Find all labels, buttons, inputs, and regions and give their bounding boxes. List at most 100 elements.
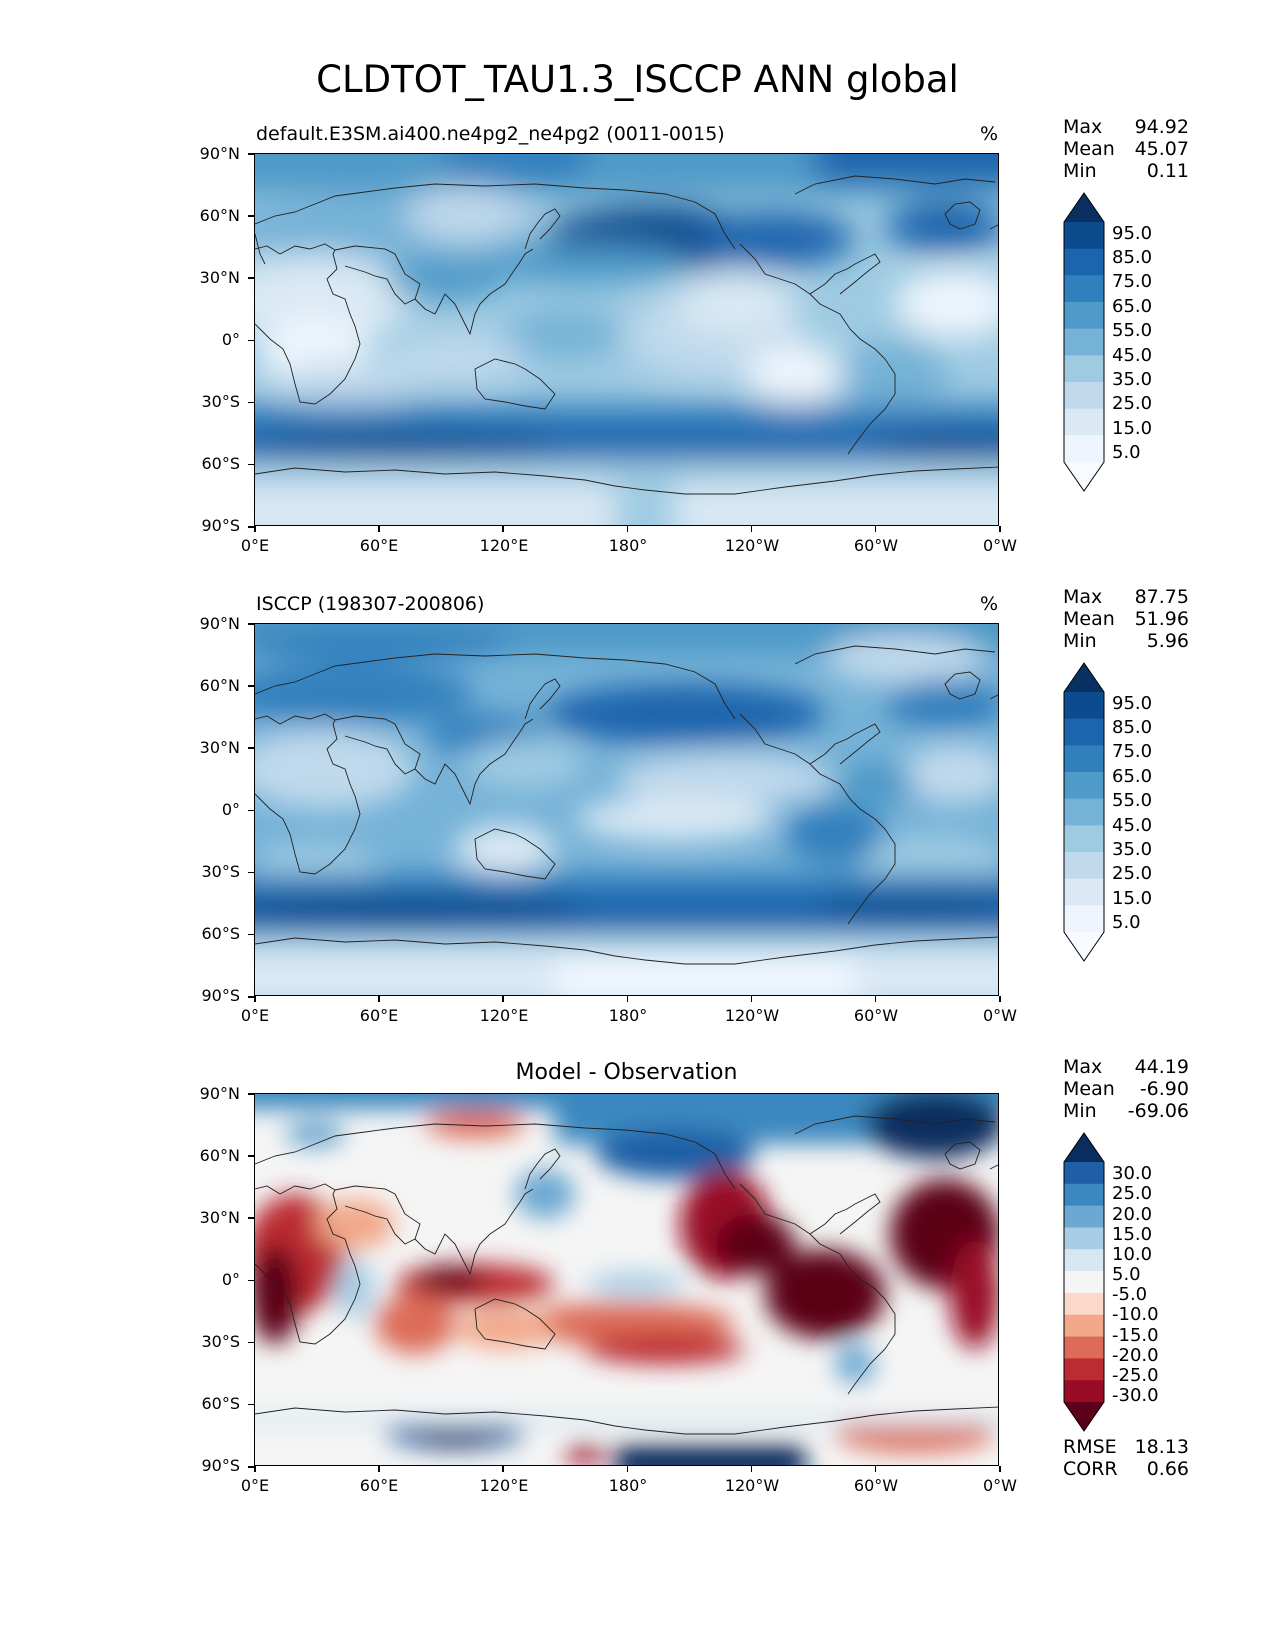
lon-tick (378, 526, 380, 532)
lon-label: 120°E (479, 536, 529, 555)
map-svg (255, 1094, 998, 1465)
colorbar-segment (1064, 275, 1104, 303)
lat-tick (248, 1341, 254, 1344)
stat-name: CORR (1063, 1458, 1118, 1480)
lat-label: 60°N (199, 206, 240, 225)
stat-value: 94.92 (1134, 116, 1189, 138)
colorbar-segment (1064, 408, 1104, 436)
lat-label: 30°N (199, 1208, 240, 1227)
lat-label: 90°N (199, 614, 240, 633)
lon-label: 0°E (240, 536, 270, 555)
colorbar-segment (1064, 302, 1104, 330)
lat-tick (248, 1466, 254, 1468)
colorbar-extend-min (1064, 462, 1104, 491)
lat-label: 90°S (201, 986, 240, 1005)
lon-label: 0°W (983, 1006, 1017, 1025)
stat-name: Mean (1063, 1078, 1115, 1100)
colorbar-segment (1064, 355, 1104, 383)
stat-name: Min (1063, 630, 1097, 652)
lon-tick (999, 526, 1001, 532)
panel-title: ISCCP (198307-200806) (256, 593, 485, 615)
lat-label: 0° (221, 800, 240, 819)
lon-tick (750, 996, 753, 1002)
lat-tick (248, 339, 254, 341)
lon-label: 120°W (724, 536, 780, 555)
panel-observation: ISCCP (198307-200806) % (0, 470, 1275, 1025)
stat-name: Mean (1063, 608, 1115, 630)
colorbar-label: -30.0 (1112, 1385, 1159, 1406)
lon-label: 120°E (479, 1006, 529, 1025)
lon-label: 0°W (983, 1476, 1017, 1495)
colorbar-label: -10.0 (1112, 1304, 1159, 1325)
lat-label: 60°S (201, 924, 240, 943)
lat-tick (248, 463, 254, 466)
panel-model: default.E3SM.ai400.ne4pg2_ne4pg2 (0011-0… (0, 0, 1275, 555)
colorbar-extend-max (1064, 1133, 1104, 1162)
lon-label: 60°E (359, 1476, 399, 1495)
lon-tick (999, 996, 1001, 1002)
colorbar-segment (1064, 852, 1104, 880)
lat-label: 90°N (199, 1084, 240, 1103)
lon-tick (378, 996, 380, 1002)
colorbar-segment (1064, 1292, 1104, 1316)
colorbar-label: 25.0 (1112, 393, 1153, 414)
colorbar-segment (1064, 1358, 1104, 1381)
lon-tick (254, 1466, 256, 1472)
lat-tick (248, 1155, 254, 1157)
map-observation (254, 623, 999, 996)
lon-label: 60°W (853, 1476, 899, 1495)
lon-tick (750, 1466, 753, 1472)
colorbar-label: 55.0 (1112, 790, 1153, 811)
colorbar-label: 95.0 (1112, 693, 1153, 714)
lat-label: 30°S (201, 392, 240, 411)
lon-label: 60°E (359, 536, 399, 555)
lon-tick (999, 1466, 1001, 1472)
lon-tick (750, 526, 753, 532)
stat-value: 18.13 (1134, 1436, 1189, 1458)
panel-title: Model - Observation (515, 1060, 738, 1085)
colorbar (1063, 662, 1105, 962)
colorbar-label: 45.0 (1112, 345, 1153, 366)
colorbar-label: 65.0 (1112, 296, 1153, 317)
lon-label: 120°W (724, 1476, 780, 1495)
lat-tick (248, 215, 254, 217)
stat-value: 87.75 (1134, 586, 1189, 608)
colorbar-outline (1063, 192, 1105, 492)
coastlines (255, 645, 998, 965)
lon-tick (378, 1466, 380, 1472)
stat-value: 44.19 (1134, 1056, 1189, 1078)
lat-label: 60°S (201, 454, 240, 473)
colorbar-segment (1064, 1162, 1104, 1185)
lon-label: 60°W (853, 1006, 899, 1025)
lon-tick (626, 996, 628, 1002)
lat-label: 30°S (201, 862, 240, 881)
lon-label: 180° (608, 1006, 648, 1025)
lat-tick (248, 401, 254, 404)
lat-tick (248, 1093, 254, 1095)
colorbar-segment (1064, 248, 1104, 276)
colorbar-label: 65.0 (1112, 766, 1153, 787)
colorbar-segment (1064, 1271, 1104, 1294)
map-difference (254, 1093, 999, 1466)
difference-field (255, 1094, 998, 1465)
colorbar-outline (1063, 1132, 1105, 1432)
colorbar-segment (1064, 798, 1104, 826)
figure-title: CLDTOT_TAU1.3_ISCCP ANN global (316, 58, 959, 101)
lat-label: 90°S (201, 1456, 240, 1475)
lat-tick (248, 933, 254, 936)
colorbar-segment (1064, 825, 1104, 853)
colorbar-segment (1064, 692, 1104, 720)
colorbar-label: 75.0 (1112, 741, 1153, 762)
panel-title: default.E3SM.ai400.ne4pg2_ne4pg2 (0011-0… (256, 123, 725, 145)
lon-tick (874, 526, 877, 532)
stat-value: -69.06 (1127, 1100, 1189, 1122)
colorbar-label: 25.0 (1112, 863, 1153, 884)
colorbar (1063, 192, 1105, 492)
lat-label: 0° (221, 1270, 240, 1289)
lon-tick (874, 996, 877, 1002)
colorbar-label: 35.0 (1112, 839, 1153, 860)
lat-label: 30°S (201, 1332, 240, 1351)
colorbar-segment (1064, 1314, 1104, 1338)
stat-name: Max (1063, 586, 1103, 608)
colorbar-outline (1063, 662, 1105, 962)
